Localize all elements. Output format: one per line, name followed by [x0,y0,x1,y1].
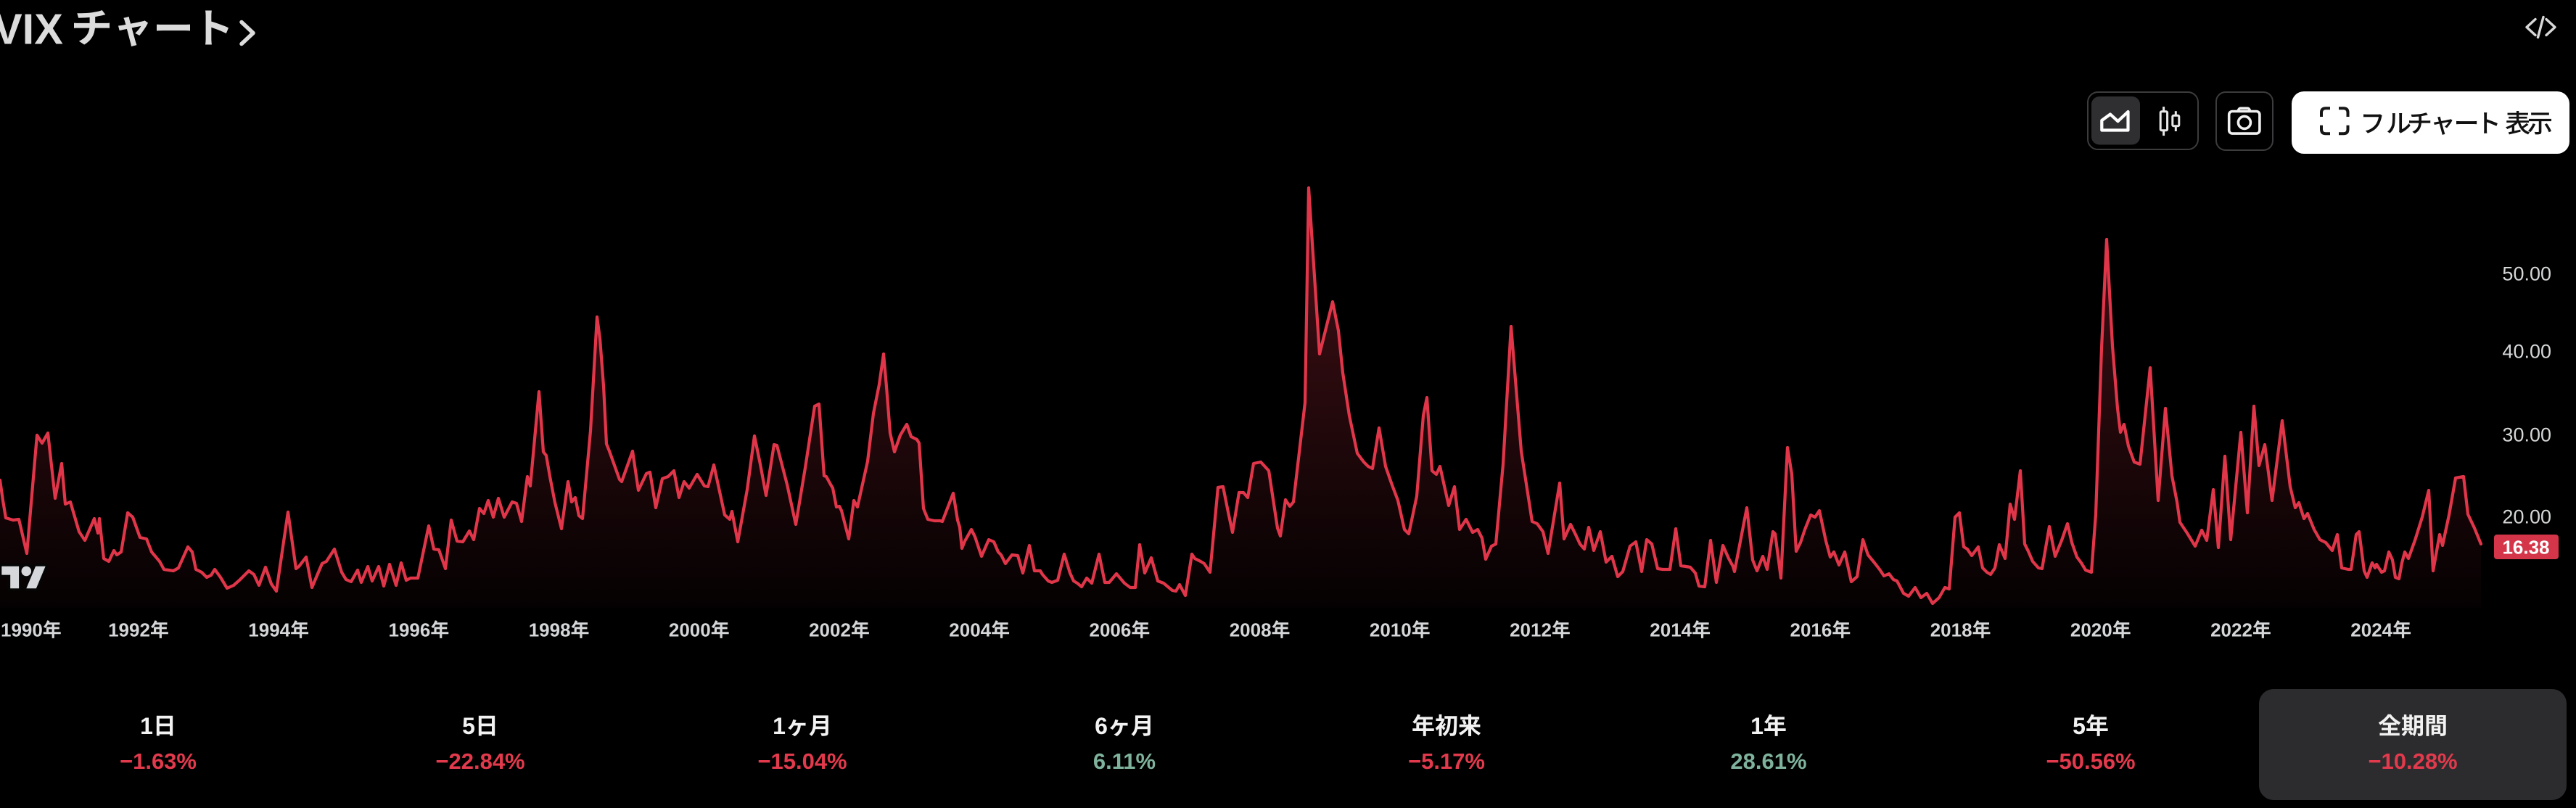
svg-text:1990: 1990 [1,619,43,641]
svg-text:1994: 1994 [248,619,290,641]
svg-text:2008: 2008 [1230,619,1272,641]
svg-text:5: 5 [2073,713,2086,739]
svg-text:1: 1 [773,713,786,739]
svg-text:−15.04%: −15.04% [757,749,847,774]
svg-text:VIX: VIX [0,5,63,54]
svg-text:1992: 1992 [108,619,150,641]
svg-text:2020: 2020 [2070,619,2112,641]
svg-text:1: 1 [140,713,153,739]
svg-text:2024: 2024 [2350,619,2392,641]
svg-text:40.00: 40.00 [2502,341,2551,363]
svg-text:6: 6 [1095,713,1108,739]
svg-text:28.61%: 28.61% [1730,749,1806,774]
svg-text:50.00: 50.00 [2502,263,2551,285]
svg-text:2002: 2002 [809,619,851,641]
svg-text:30.00: 30.00 [2502,424,2551,446]
svg-text:1996: 1996 [389,619,431,641]
svg-text:−22.84%: −22.84% [435,749,524,774]
svg-text:5: 5 [462,713,475,739]
svg-text:2022: 2022 [2210,619,2252,641]
svg-text:6.11%: 6.11% [1093,749,1156,774]
svg-text:2016: 2016 [1790,619,1832,641]
svg-text:−50.56%: −50.56% [2046,749,2135,774]
svg-text:2006: 2006 [1090,619,1132,641]
svg-text:2018: 2018 [1930,619,1972,641]
svg-text:1998: 1998 [529,619,571,641]
svg-text:−1.63%: −1.63% [120,749,197,774]
svg-text:−10.28%: −10.28% [2368,749,2457,774]
svg-text:−5.17%: −5.17% [1408,749,1485,774]
svg-text:1: 1 [1750,713,1764,739]
svg-text:2000: 2000 [669,619,711,641]
svg-text:2010: 2010 [1370,619,1412,641]
svg-text:16.38: 16.38 [2502,536,2549,558]
svg-text:20.00: 20.00 [2502,506,2551,528]
svg-text:2014: 2014 [1650,619,1692,641]
svg-text:2012: 2012 [1510,619,1552,641]
svg-text:2004: 2004 [949,619,991,641]
